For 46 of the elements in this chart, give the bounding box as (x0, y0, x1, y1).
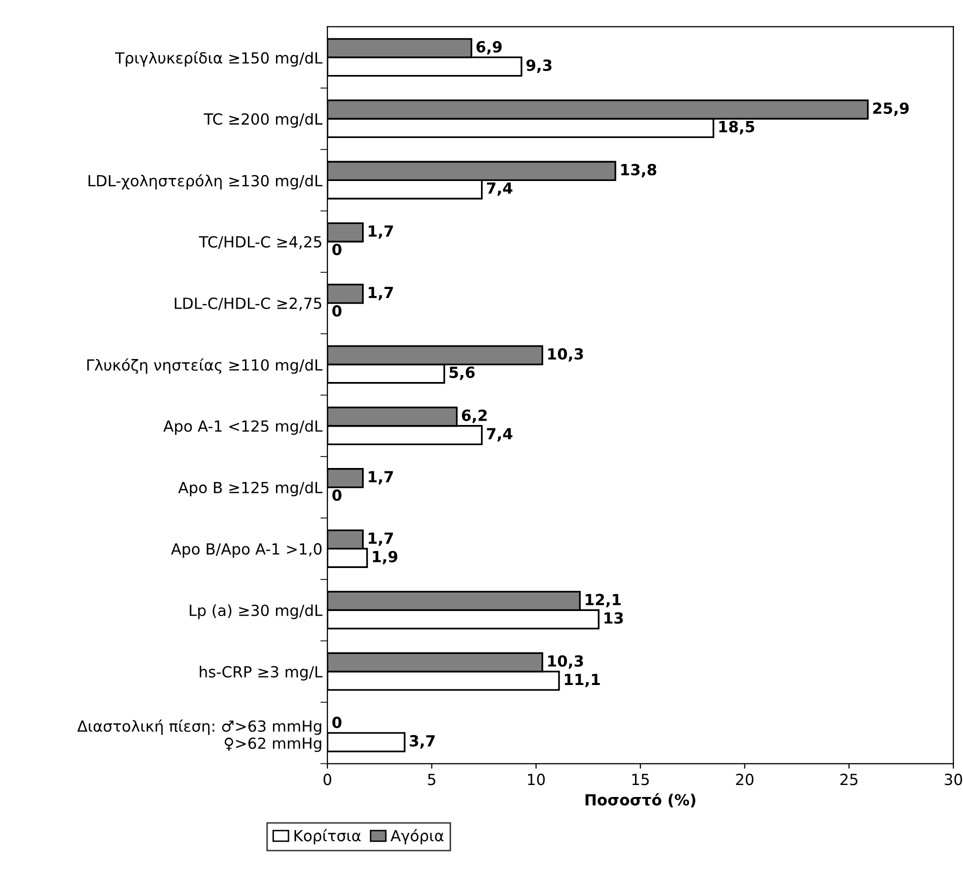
x-tick-label: 10 (528, 774, 545, 786)
data-label: 0 (332, 716, 342, 728)
y-tick-label: TC ≥200 mg/dL (204, 112, 322, 128)
y-tick-label: Γλυκόζη νηστείας ≥110 mg/dL (87, 358, 322, 374)
y-tick-label: hs-CRP ≥3 mg/L (200, 666, 322, 681)
data-label: 11,1 (564, 674, 600, 688)
data-label: 25,9 (873, 102, 909, 116)
legend-label: Κορίτσια (294, 829, 361, 844)
data-label: 13 (604, 612, 623, 624)
data-label: 10,3 (548, 655, 583, 669)
data-label: 6,2 (462, 410, 487, 424)
x-axis-title: Ποσοστό (%) (586, 793, 696, 808)
data-label: 0 (332, 244, 342, 256)
y-tick-label: Lp (a) ≥30 mg/dL (190, 604, 322, 620)
data-label: 0 (332, 489, 342, 501)
data-label: 18,5 (719, 120, 754, 134)
y-tick-label: Apo B/Apo A-1 >1,0 (171, 543, 322, 558)
data-label: 0 (332, 305, 342, 317)
data-label: 5,6 (450, 366, 475, 380)
data-label: 12,1 (586, 594, 621, 608)
y-tick-label: TC/HDL-C ≥4,25 (198, 236, 322, 250)
y-tick-label: Apo A-1 <125 mg/dL (163, 420, 322, 435)
data-label: 13,8 (621, 164, 656, 178)
data-label: 1,9 (372, 550, 398, 564)
data-label: 7,4 (487, 428, 512, 442)
y-tick-label: LDL-C/HDL-C ≥2,75 (174, 297, 322, 311)
data-label: 6,9 (476, 41, 502, 55)
x-tick-label: 20 (736, 774, 754, 786)
legend-label: Αγόρια (390, 829, 444, 844)
data-label: 1,7 (368, 225, 393, 239)
data-label: 3,7 (410, 735, 435, 749)
x-tick-label: 25 (840, 774, 858, 786)
y-tick-label: LDL-χοληστερόλη ≥130 mg/dL (88, 174, 322, 190)
x-tick-label: 15 (632, 774, 649, 786)
data-label: 1,7 (368, 471, 393, 484)
data-label: 10,3 (548, 348, 583, 362)
y-tick-label: Διαστολική πίεση: ♂>63 mmHg ♀>62 mmHg (77, 719, 322, 752)
data-label: 1,7 (368, 286, 393, 300)
y-tick-label: Apo B ≥125 mg/dL (178, 481, 322, 496)
x-tick-label: 30 (944, 774, 962, 786)
x-tick-label: 5 (428, 774, 436, 786)
y-tick-label: Τριγλυκερίδια ≥150 mg/dL (115, 51, 322, 67)
data-label: 7,4 (487, 182, 512, 196)
x-tick-label: 0 (324, 774, 332, 786)
data-label: 1,7 (368, 532, 393, 546)
data-label: 9,3 (526, 59, 552, 73)
